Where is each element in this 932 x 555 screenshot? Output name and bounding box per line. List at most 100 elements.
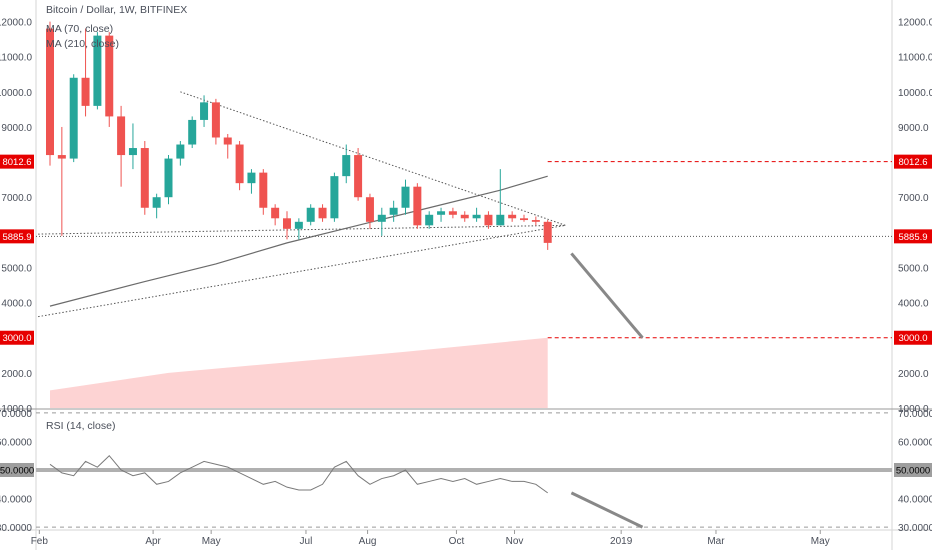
level-tag-left [0, 330, 34, 345]
candle-body [128, 148, 137, 156]
candle-body [437, 211, 446, 215]
candle-body [188, 119, 197, 145]
candle-body [140, 148, 149, 208]
time-label: Mar [707, 536, 725, 547]
price-tick-right: 10000.0 [898, 88, 932, 99]
candle-body [531, 220, 540, 222]
candle-body [283, 218, 291, 229]
candle-body [294, 221, 303, 229]
rsi-mid-tag-right [894, 463, 932, 477]
price-tick-right: 9000.0 [898, 123, 929, 134]
candle-body [318, 207, 327, 219]
ma210-area [50, 337, 548, 408]
trendline [38, 224, 566, 235]
projection-arrow [570, 252, 644, 339]
candle-body [211, 102, 220, 138]
rsi-tick-left: 40.0000 [0, 495, 32, 506]
ma70-line [49, 175, 548, 307]
candle-body [223, 137, 232, 145]
candle-body [377, 214, 386, 222]
rsi-tick-left: 60.0000 [0, 437, 32, 448]
trendline [38, 224, 566, 318]
rsi-tick-right: 30.0000 [898, 523, 932, 534]
price-tick-right: 5000.0 [898, 263, 929, 274]
candle-body [330, 176, 339, 219]
time-label: 2019 [610, 536, 633, 547]
candle-body [520, 218, 528, 221]
candle-body [472, 214, 481, 219]
candle-body [259, 172, 268, 208]
price-tick-left: 10000.0 [0, 88, 32, 99]
level-label-right: 5885.9 [898, 232, 927, 243]
rsi-line [49, 454, 548, 494]
rsi-title: RSI (14, close) [46, 420, 116, 432]
candle-body [543, 221, 552, 243]
rsi-tick-right: 60.0000 [898, 437, 932, 448]
level-label-left: 3000.0 [2, 333, 31, 344]
rsi-mid-tag-left [0, 463, 34, 477]
price-tick-right: 4000.0 [898, 299, 929, 310]
price-tick-left: 9000.0 [1, 123, 32, 134]
candle-body [354, 155, 363, 198]
rsi-projection-arrow [570, 491, 644, 529]
candle-body [413, 186, 422, 226]
time-label: Feb [31, 536, 49, 547]
level-tag-right [894, 229, 932, 244]
candle-body [69, 77, 78, 159]
candle-body [460, 214, 469, 219]
level-tag-right [894, 154, 932, 169]
candle-body [448, 211, 457, 215]
price-title: Bitcoin / Dollar, 1W, BITFINEX [46, 4, 188, 16]
rsi-tick-right: 40.0000 [898, 495, 932, 506]
price-tick-left: 4000.0 [1, 299, 32, 310]
candle-body [401, 186, 410, 208]
candle-body [271, 207, 280, 219]
trendline [180, 91, 566, 226]
level-label-right: 8012.6 [898, 157, 927, 168]
candle-body [81, 77, 90, 106]
time-label: Oct [449, 536, 465, 547]
candle-body [247, 172, 256, 184]
level-label-left: 8012.6 [2, 157, 31, 168]
price-tick-left: 7000.0 [1, 193, 32, 204]
candle-body [176, 144, 185, 159]
ma210-legend: MA (210, close) [46, 38, 119, 50]
candle-body [57, 155, 66, 159]
time-label: Aug [359, 536, 377, 547]
price-tick-right: 12000.0 [898, 18, 932, 29]
rsi-mid-label-right: 50.0000 [896, 466, 930, 477]
candle-body [105, 35, 114, 117]
rsi-tick-left: 30.0000 [0, 523, 32, 534]
rsi-tick-left: 70.0000 [0, 409, 32, 420]
rsi-tick-right: 70.0000 [898, 409, 932, 420]
candle-body [342, 155, 351, 177]
level-tag-left [0, 229, 34, 244]
candle-body [306, 207, 315, 222]
candle-body [508, 214, 517, 219]
price-tick-left: 1000.0 [1, 404, 32, 415]
candle-body [389, 207, 398, 215]
ma70-legend: MA (70, close) [46, 23, 114, 35]
candle-body [235, 144, 244, 184]
price-tick-right: 1000.0 [898, 404, 929, 415]
price-tick-left: 5000.0 [1, 263, 32, 274]
price-tick-right: 2000.0 [898, 369, 929, 380]
candle-body [93, 35, 102, 106]
level-label-right: 3000.0 [898, 333, 927, 344]
time-label: Nov [506, 536, 524, 547]
price-tick-left: 12000.0 [0, 18, 32, 29]
candle-body [484, 214, 493, 226]
candle-body [117, 116, 126, 156]
candle-body [200, 102, 209, 120]
candle-body [365, 197, 374, 222]
candle-body [164, 158, 173, 198]
candle-body [152, 197, 161, 208]
time-label: May [202, 536, 221, 547]
level-label-left: 5885.9 [2, 232, 31, 243]
level-tag-right [894, 330, 932, 345]
level-tag-left [0, 154, 34, 169]
price-tick-right: 7000.0 [898, 193, 929, 204]
time-label: Apr [145, 536, 161, 547]
